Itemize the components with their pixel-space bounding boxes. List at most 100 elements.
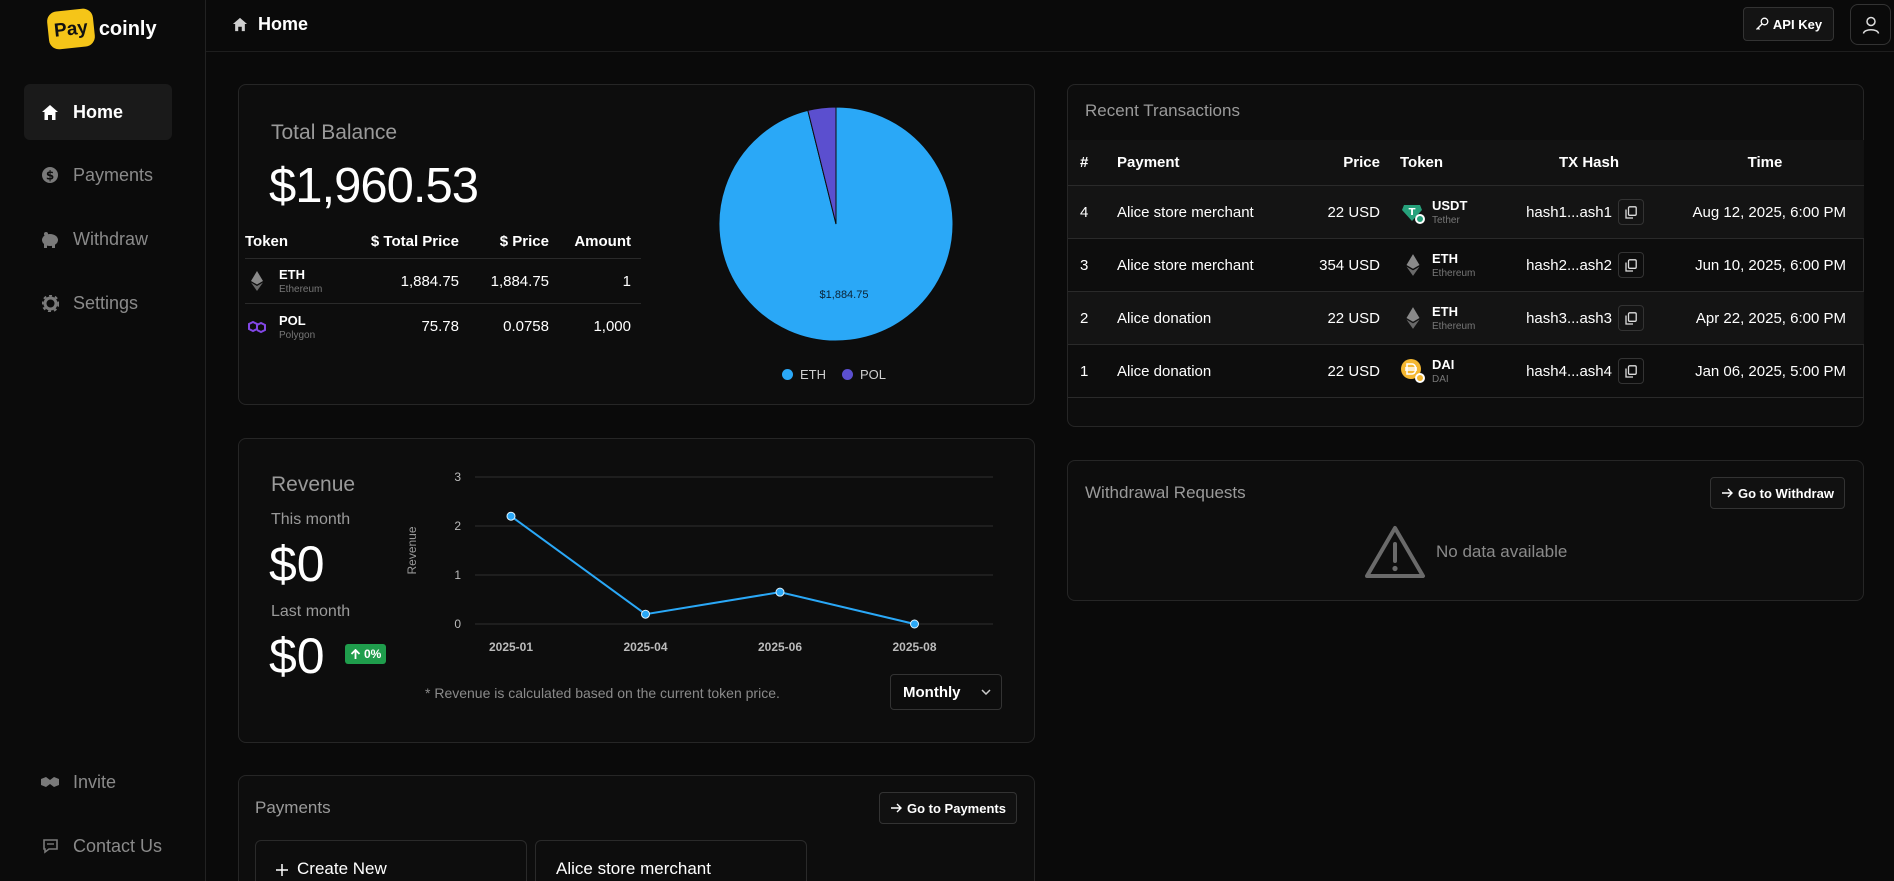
page-title: Home <box>232 14 308 35</box>
dollar-icon: $ <box>39 166 61 184</box>
api-key-label: API Key <box>1772 16 1823 32</box>
home-icon <box>39 104 61 121</box>
sidebar-item-payments[interactable]: $ Payments <box>24 147 172 203</box>
tx-payment: Alice store merchant <box>1117 203 1254 221</box>
tx-hash: hash4...ash4 <box>1526 362 1612 380</box>
api-key-button[interactable]: API Key <box>1743 7 1834 41</box>
data-point[interactable] <box>506 511 516 521</box>
payment-card[interactable]: Alice store merchant <box>535 840 807 881</box>
user-icon <box>1862 16 1879 34</box>
data-point[interactable] <box>641 609 650 619</box>
token-name: Ethereum <box>1432 268 1476 279</box>
col-total-price: $ Total Price <box>370 233 459 250</box>
sidebar-item-withdraw[interactable]: Withdraw <box>24 211 172 267</box>
token-symbol: ETH <box>1432 251 1458 266</box>
table-row[interactable]: 2 Alice donation 22 USD ETH Ethereum has… <box>1068 292 1864 345</box>
copy-hash-button[interactable] <box>1618 199 1644 225</box>
topbar: Home API Key <box>206 0 1894 52</box>
x-tick-label: 2025-04 <box>623 640 667 654</box>
sidebar-item-label: Invite <box>73 771 117 792</box>
logo[interactable]: Pay coinly <box>46 7 157 51</box>
arrow-right-icon <box>891 803 902 813</box>
svg-text:$: $ <box>46 169 54 183</box>
page-title-text: Home <box>258 14 309 34</box>
col-amount: Amount <box>574 233 631 250</box>
y-tick-label: 1 <box>454 568 461 582</box>
dai-icon <box>1401 359 1425 383</box>
sidebar-item-label: Settings <box>73 292 139 313</box>
this-month-value: $0 <box>269 536 325 592</box>
eth-icon <box>251 271 263 291</box>
pie-slice-pol[interactable] <box>807 106 837 225</box>
balance-value: $1,960.53 <box>269 159 479 213</box>
logo-coinly: coinly <box>98 17 157 40</box>
payment-card-title: Alice store merchant <box>556 859 711 878</box>
sidebar-item-contact[interactable]: Contact Us <box>24 818 172 874</box>
tx-number: 1 <box>1080 362 1089 380</box>
data-point[interactable] <box>910 619 919 629</box>
copy-hash-button[interactable] <box>1618 252 1644 278</box>
balance-label: Total Balance <box>271 121 398 144</box>
token-table: Token $ Total Price $ Price Amount ETH E… <box>245 225 641 349</box>
transactions-table: # Payment Price Token TX Hash Time 4 Ali… <box>1068 140 1864 398</box>
go-to-payments-label: Go to Payments <box>907 800 1006 816</box>
usdt-icon: T <box>1402 205 1425 224</box>
arrow-right-icon <box>1722 488 1733 498</box>
handshake-icon <box>39 775 61 789</box>
table-row[interactable]: 4 Alice store merchant 22 USD T USDT Tet… <box>1068 186 1864 239</box>
token-name: Tether <box>1432 215 1460 226</box>
user-menu-button[interactable] <box>1850 4 1891 45</box>
sidebar-item-home[interactable]: Home <box>24 84 172 140</box>
copy-icon <box>1625 364 1637 378</box>
transactions-title: Recent Transactions <box>1085 101 1240 120</box>
copy-hash-button[interactable] <box>1618 358 1644 384</box>
tx-price: 22 USD <box>1327 362 1380 380</box>
period-select[interactable]: Monthly <box>890 674 1002 710</box>
tx-payment: Alice store merchant <box>1117 256 1254 274</box>
sidebar-item-label: Home <box>73 101 124 122</box>
legend-item-eth[interactable]: ETH <box>782 367 826 382</box>
col-token: Token <box>245 233 289 250</box>
logo-pay: Pay <box>46 7 96 51</box>
go-to-payments-button[interactable]: Go to Payments <box>879 792 1017 824</box>
tx-time: Aug 12, 2025, 6:00 PM <box>1692 203 1846 221</box>
price: 0.0758 <box>503 318 549 335</box>
tx-payment: Alice donation <box>1117 362 1212 380</box>
tx-hash: hash3...ash3 <box>1526 309 1612 327</box>
legend-item-pol[interactable]: POL <box>842 367 886 382</box>
sidebar-item-invite[interactable]: Invite <box>24 754 172 810</box>
token-symbol: DAI <box>1432 357 1455 372</box>
key-icon <box>1755 17 1769 30</box>
change-value: 0% <box>364 647 382 661</box>
y-tick-label: 2 <box>454 519 461 533</box>
tx-time: Jan 06, 2025, 5:00 PM <box>1695 362 1846 380</box>
col-token: Token <box>1400 154 1444 171</box>
transactions-card: Recent Transactions # Payment Price Toke… <box>1067 84 1864 427</box>
tx-price: 354 USD <box>1319 256 1380 274</box>
polygon-icon <box>248 320 266 333</box>
x-tick-label: 2025-06 <box>758 640 802 654</box>
last-month-label: Last month <box>271 603 351 620</box>
data-point[interactable] <box>775 587 785 597</box>
copy-icon <box>1625 258 1637 272</box>
token-table-header: Token $ Total Price $ Price Amount <box>245 225 641 259</box>
col-payment: Payment <box>1117 154 1180 171</box>
balance-card: Total Balance $1,960.53 Token $ Total Pr… <box>238 84 1035 405</box>
x-tick-label: 2025-01 <box>489 640 533 654</box>
token-name: Polygon <box>279 329 316 341</box>
tx-time: Jun 10, 2025, 6:00 PM <box>1695 256 1846 274</box>
table-row[interactable]: 1 Alice donation 22 USD DAI DAI hash4...… <box>1068 345 1864 398</box>
copy-hash-button[interactable] <box>1618 305 1644 331</box>
tx-hash: hash1...ash1 <box>1526 203 1612 221</box>
payments-title: Payments <box>255 798 331 817</box>
period-select-value: Monthly <box>903 683 961 701</box>
create-new-payment-button[interactable]: Create New <box>255 840 527 881</box>
total-price: 1,884.75 <box>400 272 459 290</box>
go-to-withdraw-button[interactable]: Go to Withdraw <box>1710 477 1845 509</box>
token-symbol: USDT <box>1432 198 1468 213</box>
svg-text:T: T <box>1409 207 1416 218</box>
token-symbol: POL <box>279 312 306 328</box>
table-row[interactable]: 3 Alice store merchant 354 USD ETH Ether… <box>1068 239 1864 292</box>
sidebar-item-label: Contact Us <box>73 835 163 856</box>
sidebar-item-settings[interactable]: Settings <box>24 275 172 331</box>
